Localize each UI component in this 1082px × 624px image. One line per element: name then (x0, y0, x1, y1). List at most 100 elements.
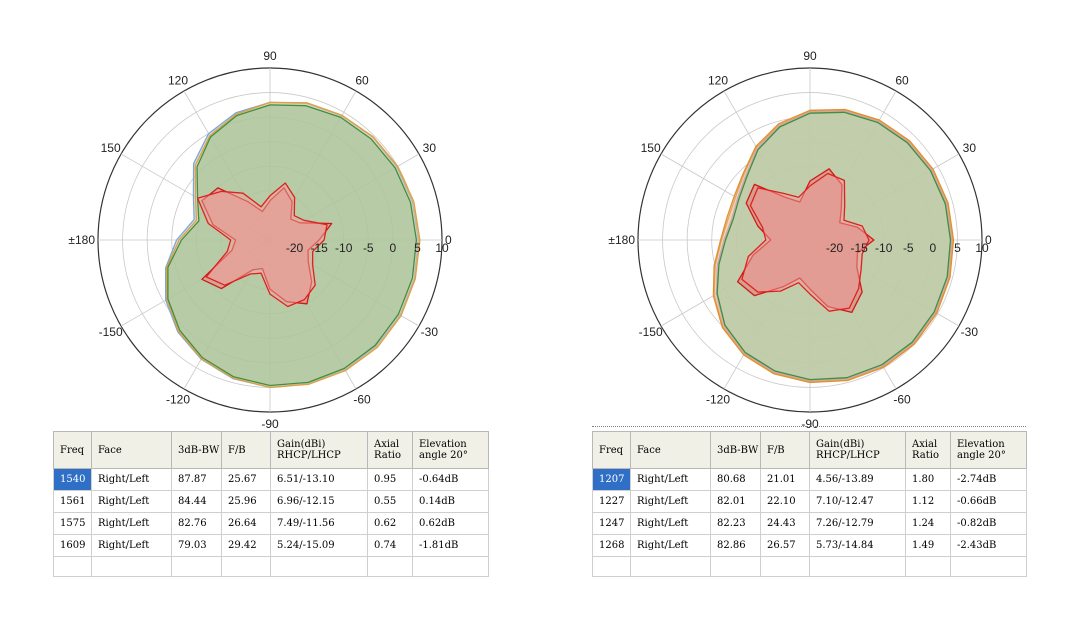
table-cell: 84.44 (171, 490, 222, 513)
column-header-line1: Axial (374, 439, 400, 450)
table-header-row: Freq Face 3dB-BW F/B Gain(dBi) RHCP/LHCP Axial… (53, 431, 489, 469)
column-header-line1: Axial (912, 439, 938, 450)
empty-cell (905, 556, 951, 577)
table-row[interactable]: 1247 Right/Left 82.23 24.43 7.26/-12.79 1.24-… (592, 512, 1027, 535)
table-cell: 26.64 (221, 512, 271, 535)
table-cell: 6.96/-12.15 (270, 490, 368, 513)
angle-label: 150 (101, 141, 121, 155)
empty-row (53, 556, 489, 577)
dotted-divider (592, 426, 1026, 427)
empty-cell (950, 556, 1027, 577)
table-row[interactable]: 1227 Right/Left 82.01 22.10 7.10/-12.47 1.12-… (592, 490, 1027, 513)
angle-label: -120 (166, 392, 190, 406)
column-header: Gain(dBi) RHCP/LHCP (270, 431, 368, 469)
radial-tick-label: 5 (954, 241, 961, 255)
table-header-row: Freq Face 3dB-BW F/B Gain(dBi) RHCP/LHCP Axial… (592, 431, 1027, 469)
table-cell: 4.56/-13.89 (809, 468, 906, 491)
table-cell: 5.24/-15.09 (270, 534, 368, 557)
angle-label: 120 (708, 74, 728, 88)
angle-label: -90 (801, 417, 819, 430)
table-row[interactable]: 1575 Right/Left 82.76 26.64 7.49/-11.56 0.62 0… (53, 512, 489, 535)
angle-label: 120 (168, 74, 188, 88)
table-cell: 21.01 (760, 468, 810, 491)
angle-label: ±180 (68, 233, 95, 247)
table-cell: Right/Left (630, 534, 711, 557)
column-header-line1: 3dB-BW (717, 444, 759, 456)
empty-cell (270, 556, 368, 577)
empty-cell (221, 556, 271, 577)
table-cell: 1.24 (905, 512, 951, 535)
angle-label: 90 (263, 50, 277, 63)
table-cell: 0.62 (367, 512, 413, 535)
table-cell: 26.57 (760, 534, 810, 557)
table-row[interactable]: 1609 Right/Left 79.03 29.42 5.24/-15.09 0.74-… (53, 534, 489, 557)
table-cell: -2.43dB (950, 534, 1027, 557)
column-header: Elevation angle 20° (950, 431, 1027, 469)
table-row[interactable]: 1268 Right/Left 82.86 26.57 5.73/-14.84 1.49-… (592, 534, 1027, 557)
table-row[interactable]: 1207 Right/Left 80.68 21.01 4.56/-13.89 1.80-… (592, 468, 1027, 491)
radial-tick-label: 10 (975, 241, 989, 255)
angle-label: 60 (895, 74, 909, 88)
empty-cell (412, 556, 489, 577)
angle-label: ±180 (608, 233, 635, 247)
angle-label: -30 (421, 325, 439, 339)
table-cell: 1207 (592, 468, 631, 491)
radial-tick-label: -15 (310, 241, 328, 255)
column-header-line1: Elevation (957, 439, 1005, 450)
angle-label: -120 (706, 392, 730, 406)
table-cell: 29.42 (221, 534, 271, 557)
column-header: Gain(dBi) RHCP/LHCP (809, 431, 906, 469)
angle-label: 30 (423, 141, 437, 155)
radial-tick-label: 0 (390, 241, 397, 255)
table-cell: 5.73/-14.84 (809, 534, 906, 557)
column-header: F/B (760, 431, 810, 469)
empty-cell (760, 556, 810, 577)
empty-cell (171, 556, 222, 577)
table-cell: 1609 (53, 534, 92, 557)
table-cell: 82.23 (710, 512, 761, 535)
table-cell: -1.81dB (412, 534, 489, 557)
empty-row (592, 556, 1027, 577)
column-header-line2: Ratio (912, 450, 939, 461)
table-cell: 82.01 (710, 490, 761, 513)
table-cell: 1.12 (905, 490, 951, 513)
column-header: Face (91, 431, 172, 469)
radial-tick-label: -15 (850, 241, 868, 255)
table-cell: 0.74 (367, 534, 413, 557)
empty-cell (91, 556, 172, 577)
angle-label: 30 (963, 141, 977, 155)
table-cell: Right/Left (91, 534, 172, 557)
angle-label: 150 (641, 141, 661, 155)
angle-label: 90 (803, 50, 817, 63)
table-cell: 1268 (592, 534, 631, 557)
radial-tick-label: -20 (826, 241, 844, 255)
column-header-line1: 3dB-BW (178, 444, 220, 456)
table-cell: 25.67 (221, 468, 271, 491)
column-header-line1: Gain(dBi) (277, 439, 326, 450)
table-cell: -0.66dB (950, 490, 1027, 513)
table-row[interactable]: 1540 Right/Left 87.87 25.67 6.51/-13.10 0.95-… (53, 468, 489, 491)
angle-label: -60 (893, 392, 911, 406)
column-header-line1: Elevation (419, 439, 467, 450)
table-cell: Right/Left (91, 490, 172, 513)
table-row[interactable]: 1561 Right/Left 84.44 25.96 6.96/-12.15 0.55 0… (53, 490, 489, 513)
column-header: 3dB-BW (171, 431, 222, 469)
empty-cell (592, 556, 631, 577)
empty-cell (710, 556, 761, 577)
column-header: F/B (221, 431, 271, 469)
table-cell: 87.87 (171, 468, 222, 491)
radial-tick-label: 0 (930, 241, 937, 255)
angle-label: 60 (355, 74, 369, 88)
column-header-line2: RHCP/LHCP (277, 450, 341, 461)
angle-label: 0 (985, 233, 992, 247)
table-cell: -2.74dB (950, 468, 1027, 491)
empty-cell (53, 556, 92, 577)
table-cell: 0.62dB (412, 512, 489, 535)
table-cell: -0.64dB (412, 468, 489, 491)
radial-tick-label: -10 (335, 241, 353, 255)
results-table-right: Freq Face 3dB-BW F/B Gain(dBi) RHCP/LHCP Axial… (592, 426, 1027, 577)
column-header-line1: F/B (767, 444, 785, 456)
table-cell: Right/Left (630, 512, 711, 535)
